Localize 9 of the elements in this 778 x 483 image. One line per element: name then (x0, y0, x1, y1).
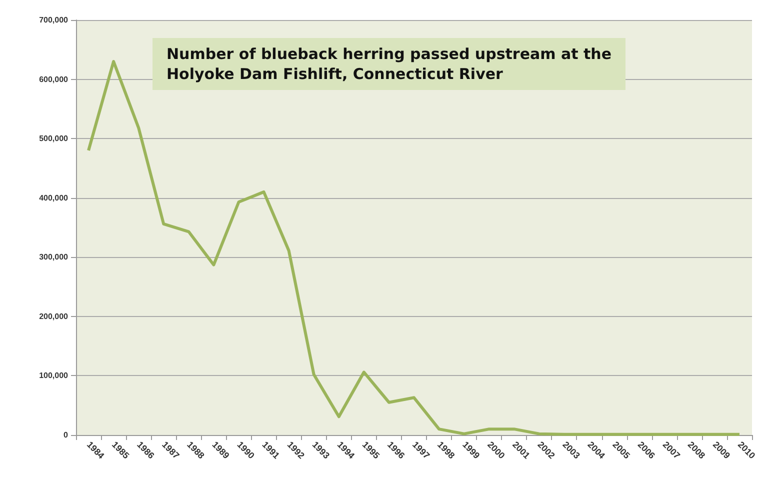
y-tick-label: 0 (64, 430, 69, 440)
y-tick-label: 500,000 (39, 134, 69, 144)
y-tick-label: 700,000 (39, 16, 69, 24)
y-tick-label: 400,000 (39, 193, 69, 202)
y-tick-label: 600,000 (39, 74, 69, 84)
y-tick-label: 300,000 (39, 252, 69, 262)
y-tick-label: 200,000 (39, 312, 69, 321)
text: Number of blueback herring passed upstream at the Holyoke Dam Fishlift, Connecticut River (166, 45, 612, 83)
y-tick-label: 100,000 (39, 371, 69, 380)
